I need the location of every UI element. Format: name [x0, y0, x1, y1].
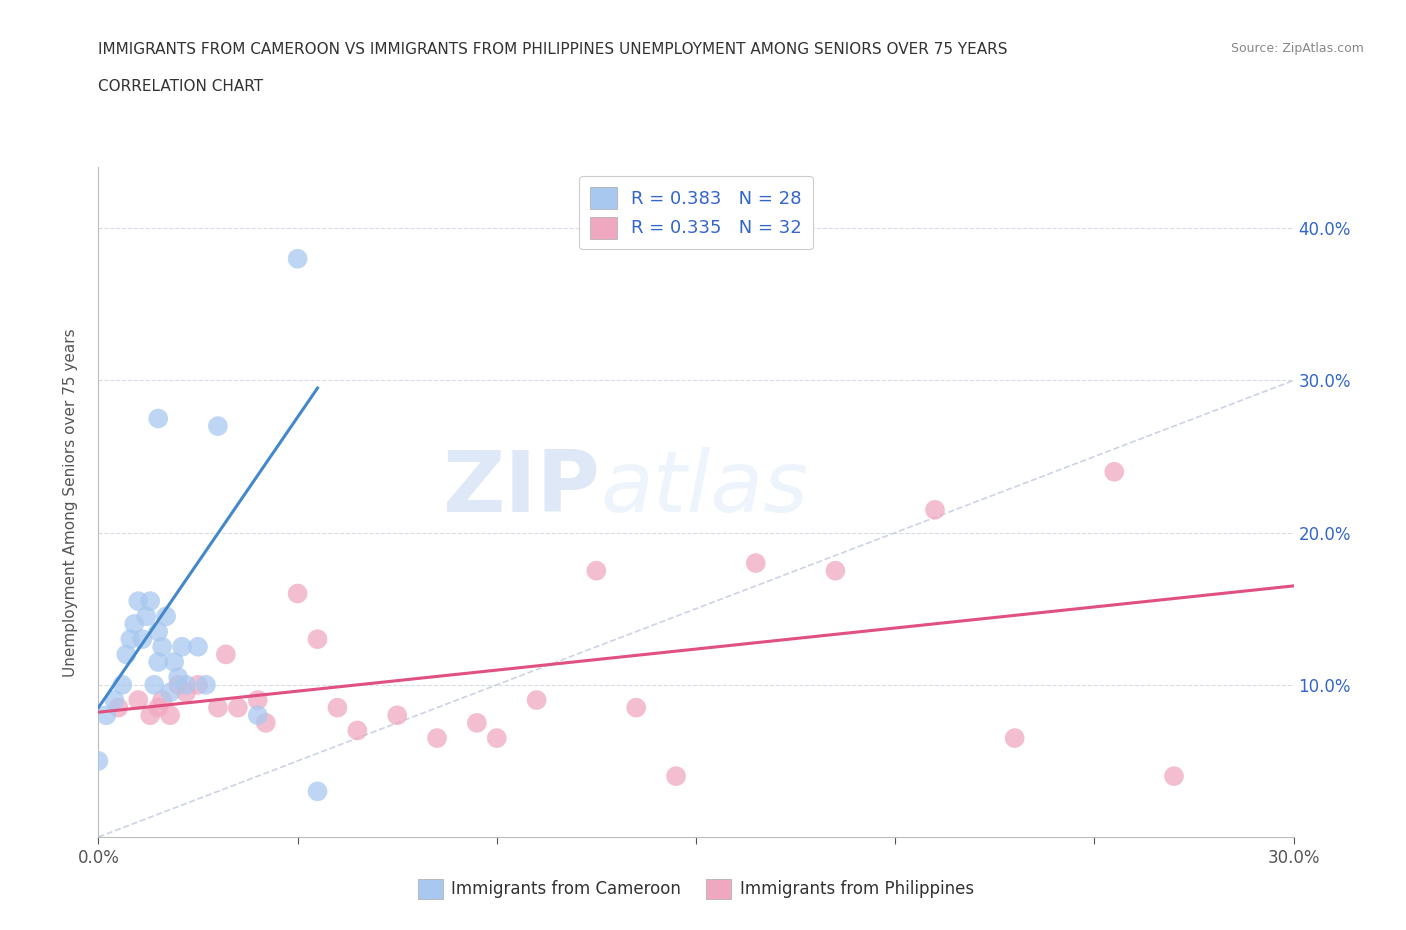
Point — [665, 769, 688, 784]
Point — [139, 708, 162, 723]
Point — [150, 639, 173, 654]
Text: CORRELATION CHART: CORRELATION CHART — [98, 79, 263, 94]
Point — [287, 251, 309, 266]
Point — [307, 784, 329, 799]
Point — [96, 708, 118, 723]
Point — [143, 677, 166, 692]
Point — [1102, 464, 1125, 479]
Point — [246, 693, 269, 708]
Text: atlas: atlas — [600, 447, 808, 530]
Point — [167, 670, 190, 684]
Point — [187, 639, 209, 654]
Legend: Immigrants from Cameroon, Immigrants from Philippines: Immigrants from Cameroon, Immigrants fro… — [412, 872, 980, 906]
Y-axis label: Unemployment Among Seniors over 75 years: Unemployment Among Seniors over 75 years — [63, 328, 77, 676]
Point — [148, 700, 170, 715]
Point — [139, 593, 162, 608]
Point — [148, 624, 170, 639]
Point — [207, 700, 229, 715]
Point — [159, 708, 181, 723]
Point — [195, 677, 218, 692]
Point — [148, 655, 170, 670]
Point — [131, 631, 153, 646]
Point — [326, 700, 349, 715]
Text: Source: ZipAtlas.com: Source: ZipAtlas.com — [1230, 42, 1364, 55]
Point — [135, 609, 157, 624]
Point — [174, 685, 197, 700]
Point — [246, 708, 269, 723]
Point — [120, 631, 142, 646]
Point — [215, 647, 238, 662]
Point — [155, 609, 177, 624]
Point — [163, 655, 186, 670]
Point — [174, 677, 197, 692]
Point — [346, 723, 368, 737]
Point — [159, 685, 181, 700]
Point — [124, 617, 146, 631]
Point — [187, 677, 209, 692]
Point — [307, 631, 329, 646]
Point — [87, 753, 110, 768]
Point — [103, 693, 125, 708]
Point — [585, 564, 607, 578]
Point — [1163, 769, 1185, 784]
Point — [111, 677, 134, 692]
Point — [485, 731, 508, 746]
Point — [924, 502, 946, 517]
Point — [287, 586, 309, 601]
Point — [1004, 731, 1026, 746]
Point — [426, 731, 449, 746]
Point — [526, 693, 548, 708]
Point — [127, 593, 149, 608]
Point — [745, 555, 768, 570]
Point — [385, 708, 409, 723]
Point — [226, 700, 249, 715]
Point — [150, 693, 173, 708]
Point — [148, 411, 170, 426]
Point — [626, 700, 648, 715]
Point — [167, 677, 190, 692]
Point — [107, 700, 129, 715]
Text: ZIP: ZIP — [443, 447, 600, 530]
Text: IMMIGRANTS FROM CAMEROON VS IMMIGRANTS FROM PHILIPPINES UNEMPLOYMENT AMONG SENIO: IMMIGRANTS FROM CAMEROON VS IMMIGRANTS F… — [98, 42, 1008, 57]
Point — [465, 715, 488, 730]
Point — [824, 564, 846, 578]
Point — [254, 715, 277, 730]
Point — [172, 639, 194, 654]
Point — [207, 418, 229, 433]
Point — [127, 693, 149, 708]
Point — [115, 647, 138, 662]
